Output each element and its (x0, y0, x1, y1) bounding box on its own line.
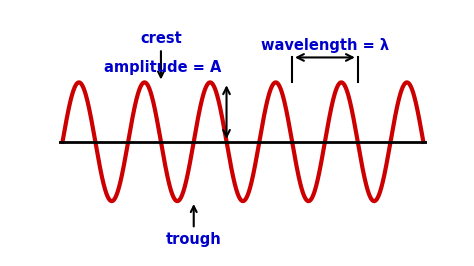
Text: wavelength = λ: wavelength = λ (261, 38, 389, 53)
Text: crest: crest (140, 31, 182, 77)
Text: trough: trough (166, 206, 222, 247)
Text: amplitude = A: amplitude = A (104, 60, 221, 75)
